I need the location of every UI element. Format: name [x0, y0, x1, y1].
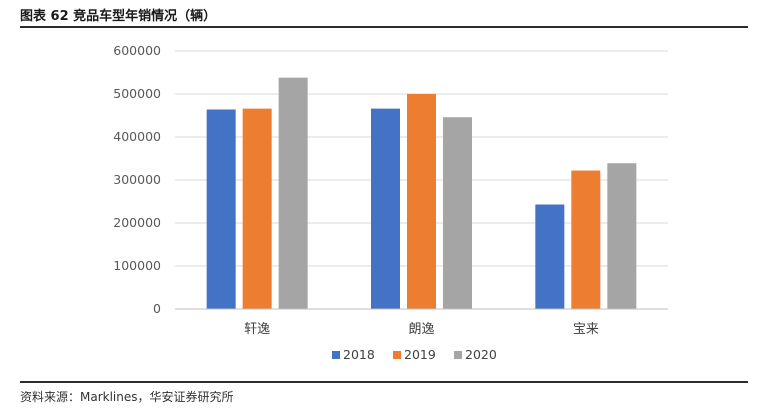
- bar-2020-1: [278, 77, 308, 309]
- x-category-label: 轩逸: [244, 322, 270, 337]
- figure-title: 图表 62 竞品车型年销情况（辆）: [20, 9, 217, 24]
- legend: 2018 2019 2020: [332, 347, 497, 362]
- legend-label-2019: 2019: [404, 347, 436, 362]
- y-axis-ticks: 0 100000 200000 300000 400000 500000 600000: [113, 43, 161, 316]
- y-tick-label: 0: [153, 301, 161, 316]
- bar-2020-2: [443, 117, 472, 309]
- bar-2019-2: [407, 94, 436, 309]
- x-category-label: 宝来: [573, 322, 599, 337]
- y-tick-label: 400000: [113, 129, 161, 144]
- source-note: 资料来源：Marklines，华安证券研究所: [20, 390, 234, 404]
- y-tick-label: 500000: [113, 86, 161, 101]
- y-tick-label: 300000: [113, 172, 161, 187]
- bar-2019-3: [571, 170, 601, 309]
- legend-swatch-2020: [454, 351, 462, 359]
- bar-2018-3: [535, 204, 565, 309]
- bar-2018-1: [206, 109, 236, 309]
- top-rule: [20, 26, 748, 28]
- y-tick-label: 200000: [113, 215, 161, 230]
- bar-2020-3: [607, 163, 637, 309]
- legend-label-2020: 2020: [465, 347, 497, 362]
- legend-label-2018: 2018: [343, 347, 375, 362]
- x-category-label: 朗逸: [408, 322, 434, 337]
- y-tick-label: 600000: [113, 43, 161, 58]
- bottom-rule: [20, 381, 748, 383]
- bar-2018-2: [371, 108, 400, 310]
- legend-swatch-2019: [393, 351, 401, 359]
- legend-swatch-2018: [332, 351, 340, 359]
- x-axis-categories: 轩逸 朗逸 宝来: [244, 322, 599, 337]
- bar-2019-1: [242, 108, 272, 310]
- bars: [206, 77, 637, 310]
- y-tick-label: 100000: [113, 258, 161, 273]
